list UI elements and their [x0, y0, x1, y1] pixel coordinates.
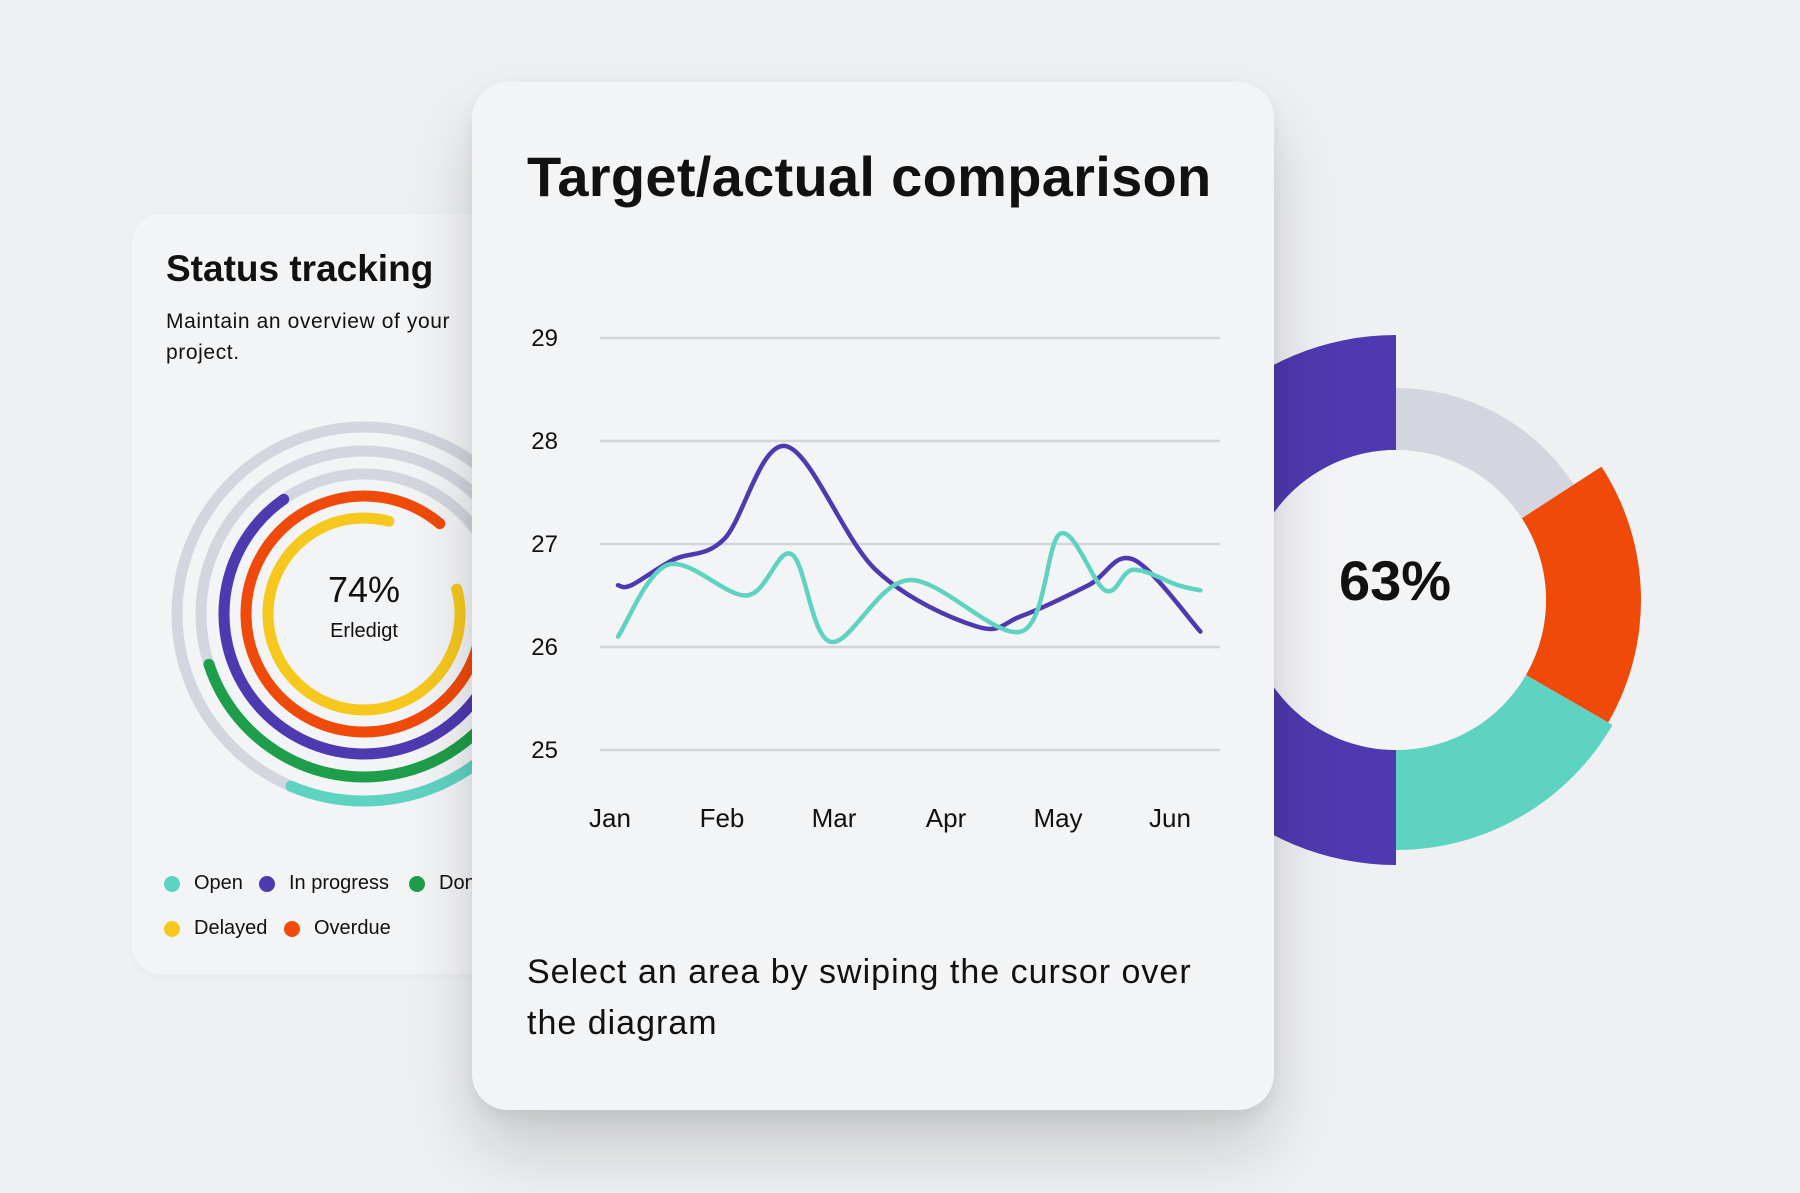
legend-dot-delayed	[164, 920, 180, 937]
chart-caption: Select an area by swiping the cursor ove…	[527, 953, 1192, 1042]
y-tick-label: 27	[531, 531, 558, 558]
legend-label-delayed: Delayed	[194, 917, 268, 939]
x-tick-label: Jan	[589, 803, 631, 833]
donut-slice-gray	[1396, 388, 1574, 519]
legend-item-in-progress[interactable]: In progress	[259, 872, 389, 895]
legend-item-overdue[interactable]: Overdue	[284, 917, 391, 940]
status-ring-value: 74%	[328, 569, 400, 610]
ring-overdue	[240, 490, 488, 738]
donut-slice-teal	[1396, 675, 1613, 850]
chart-grid	[600, 336, 1220, 752]
series-line-purple	[615, 443, 1203, 634]
line-chart[interactable]: 25 26 27 28 29 Jan Feb Mar Apr May Jun	[472, 82, 1274, 922]
y-tick-label: 28	[531, 428, 558, 455]
chart-lines	[615, 443, 1203, 645]
donut-hole	[1246, 450, 1546, 750]
x-tick-label: Apr	[926, 803, 967, 833]
y-tick-label: 25	[531, 737, 558, 764]
ring-delayed	[262, 512, 466, 716]
y-axis-labels: 25 26 27 28 29	[531, 325, 558, 764]
legend-label-in-progress: In progress	[289, 872, 390, 894]
status-subtitle: Maintain an overview of your project.	[166, 310, 451, 364]
x-tick-label: Mar	[812, 803, 857, 833]
y-tick-label: 29	[531, 325, 558, 352]
legend-dot-in-progress	[259, 875, 275, 892]
donut-value: 63%	[1339, 549, 1451, 612]
x-axis-labels: Jan Feb Mar Apr May Jun	[589, 803, 1191, 833]
chart-title: Target/actual comparison	[527, 145, 1212, 208]
legend-label-open: Open	[194, 872, 243, 894]
target-actual-card: Target/actual comparison 25 26 27 28 29 Jan F…	[472, 82, 1274, 1110]
legend-dot-done	[409, 875, 425, 892]
status-ring-label: Erledigt	[330, 620, 398, 642]
donut-slice-orange	[1521, 466, 1641, 723]
x-tick-label: Feb	[700, 803, 745, 833]
legend-dot-overdue	[284, 920, 300, 937]
legend-label-overdue: Overdue	[314, 917, 391, 939]
legend-item-delayed[interactable]: Delayed	[164, 917, 267, 940]
x-tick-label: May	[1033, 803, 1082, 833]
x-tick-label: Jun	[1149, 803, 1191, 833]
y-tick-label: 26	[531, 634, 558, 661]
series-line-teal	[615, 531, 1203, 645]
status-title: Status tracking	[166, 248, 434, 289]
legend-dot-open	[164, 875, 180, 892]
legend-item-open[interactable]: Open	[164, 872, 243, 895]
